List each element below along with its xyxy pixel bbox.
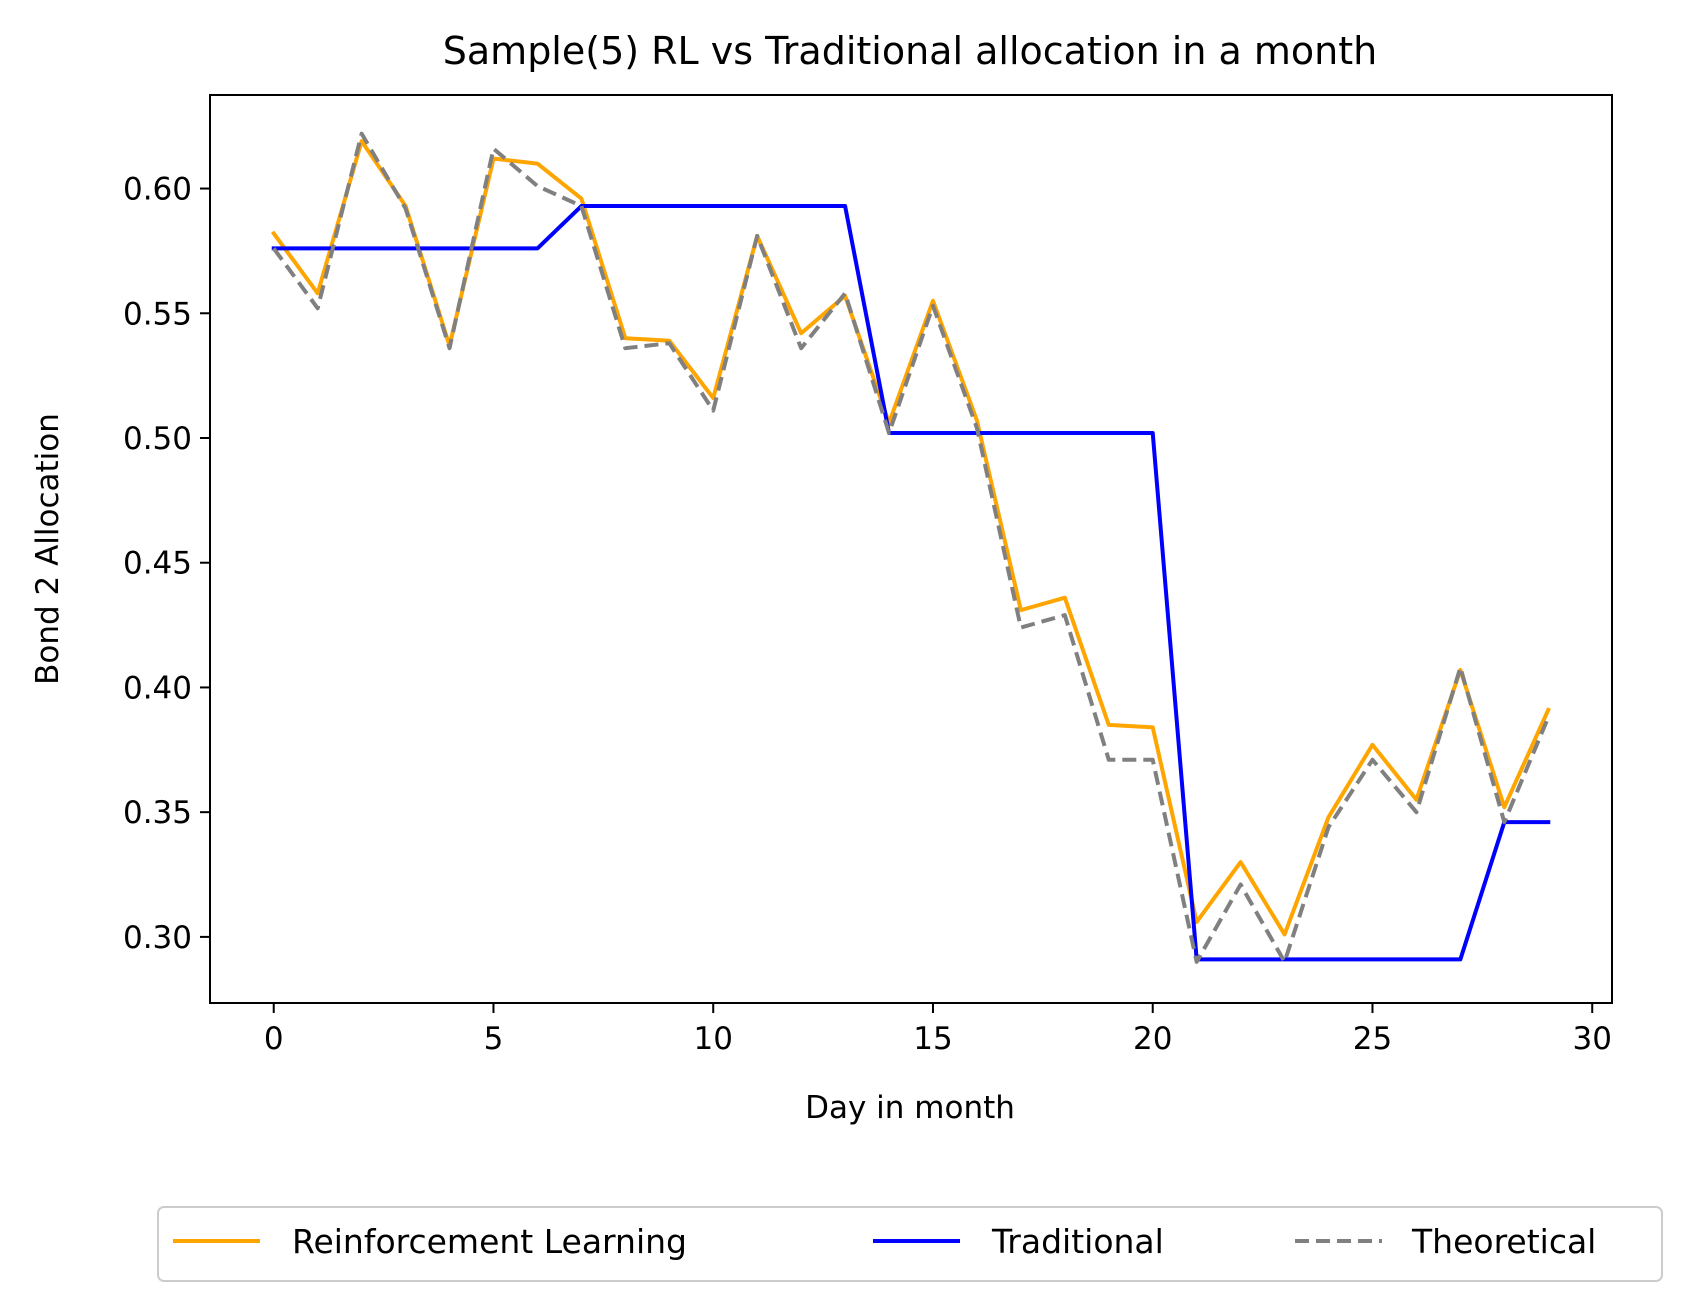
y-axis-label: Bond 2 Allocation — [30, 413, 66, 685]
x-axis-label: Day in month — [805, 1090, 1015, 1126]
series-layer — [270, 131, 1551, 964]
y-tick-label: 0.35 — [123, 795, 192, 831]
series-line-theoretical — [272, 131, 1551, 964]
x-tick-label: 30 — [1572, 1021, 1611, 1057]
x-tick-label: 15 — [913, 1021, 952, 1057]
x-tick-label: 25 — [1353, 1021, 1392, 1057]
y-axis-ticks: 0.30 0.35 0.40 0.45 0.50 0.55 0.60 — [123, 172, 210, 956]
y-tick-label: 0.30 — [123, 920, 192, 956]
legend-label-rl: Reinforcement Learning — [292, 1222, 687, 1261]
y-tick-label: 0.60 — [123, 172, 192, 208]
y-tick-label: 0.45 — [123, 546, 192, 582]
y-tick-label: 0.50 — [123, 421, 192, 457]
legend-frame — [157, 1206, 1663, 1282]
x-tick-label: 0 — [264, 1021, 284, 1057]
x-tick-label: 20 — [1133, 1021, 1172, 1057]
series-line-reinforcement-learning — [270, 139, 1551, 937]
y-tick-label: 0.40 — [123, 670, 192, 706]
series-line-traditional — [271, 204, 1551, 962]
legend-label-traditional: Traditional — [991, 1222, 1164, 1261]
x-axis-ticks: 0 5 10 15 20 25 30 — [264, 1003, 1612, 1057]
x-tick-label: 5 — [484, 1021, 504, 1057]
plot-frame — [209, 94, 1613, 1004]
legend-label-theoretical: Theoretical — [1411, 1222, 1596, 1261]
chart-title: Sample(5) RL vs Traditional allocation i… — [443, 29, 1377, 73]
x-tick-label: 10 — [693, 1021, 732, 1057]
legend: Reinforcement Learning Traditional Theor… — [157, 1206, 1663, 1282]
y-tick-label: 0.55 — [123, 296, 192, 332]
